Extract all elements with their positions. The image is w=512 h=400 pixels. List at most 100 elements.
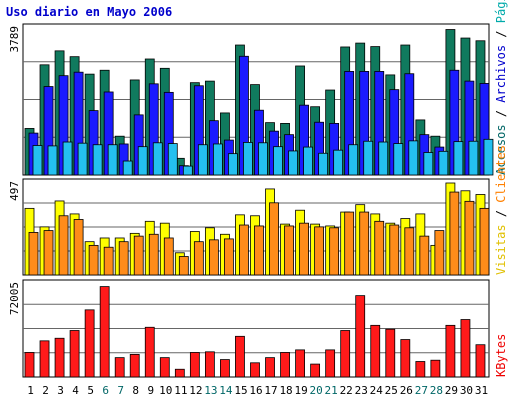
x-axis-day-labels: 1 2 3 4 5 6 7 8 9 10 11 12 13 14 15 16 17 18 19 20 21 22 23 24 2…: [27, 384, 488, 397]
bar-kbytes-day-27: [415, 361, 426, 378]
x-tick-label: 4: [72, 384, 79, 397]
bar-clientes-day-12: [193, 241, 204, 276]
bar-pginas-day-2: [47, 145, 58, 176]
bar-clientes-day-22: [344, 211, 355, 276]
bar-kbytes-day-31: [475, 344, 486, 378]
bar-clientes-day-30: [464, 200, 475, 276]
x-tick-label: 19: [294, 384, 307, 397]
chart-panels: 3789 Accesos / Archivos / Páginas 497 Visit…: [8, 0, 508, 378]
x-tick-label: 14: [219, 384, 233, 397]
x-tick-label: 28: [430, 384, 443, 397]
bar-pginas-day-9: [152, 142, 163, 176]
legend-entry: Visitas: [494, 224, 508, 275]
x-tick-label: 3: [57, 384, 64, 397]
bar-clientes-day-18: [284, 225, 294, 276]
bar-kbytes-day-10: [159, 357, 170, 378]
bar-pginas-day-19: [303, 146, 313, 176]
bar-clientes-day-21: [329, 227, 340, 276]
x-tick-label: 27: [415, 384, 428, 397]
x-tick-label: 6: [102, 384, 109, 397]
bar-clientes-day-29: [449, 191, 460, 276]
bar-kbytes-day-13: [204, 351, 215, 378]
y-max-label: 72005: [8, 282, 21, 315]
bar-clientes-day-16: [254, 225, 264, 276]
bar-clientes-day-7: [118, 241, 129, 276]
bar-kbytes-day-15: [235, 335, 245, 378]
legend-entry: Páginas: [494, 0, 508, 23]
x-tick-label: 31: [475, 384, 488, 397]
bar-clientes-day-10: [163, 237, 174, 276]
bar-clientes-day-13: [208, 239, 219, 276]
chart-title: Uso diario en Mayo 2006: [6, 5, 172, 19]
bar-pginas-day-11: [182, 165, 193, 176]
bar-clientes-day-5: [88, 244, 99, 276]
bar-kbytes-day-3: [54, 337, 65, 378]
bar-kbytes-day-2: [39, 340, 50, 378]
bar-pginas-day-8: [137, 146, 148, 176]
bar-kbytes-day-12: [189, 352, 200, 378]
bar-pginas-day-24: [378, 141, 389, 176]
panel-legend: Visitas / Clientes: [494, 145, 508, 275]
bar-kbytes-day-29: [445, 324, 456, 378]
bar-clientes-day-20: [314, 226, 325, 276]
bar-kbytes-day-23: [355, 295, 366, 378]
bar-pginas-day-18: [288, 150, 298, 176]
y-max-label: 3789: [8, 26, 21, 53]
bar-clientes-day-28: [434, 230, 445, 276]
bar-clientes-day-15: [239, 224, 249, 276]
x-tick-label: 12: [189, 384, 202, 397]
bar-pginas-day-25: [393, 143, 404, 176]
bar-pginas-day-1: [32, 145, 43, 176]
y-max-label: 497: [8, 181, 21, 201]
bar-kbytes-day-28: [430, 359, 441, 378]
bar-kbytes-day-24: [370, 324, 381, 378]
bar-kbytes-day-14: [220, 359, 230, 378]
bar-pginas-day-26: [408, 140, 419, 176]
x-tick-label: 2: [42, 384, 49, 397]
bar-clientes-day-31: [479, 207, 490, 276]
bar-clientes-day-25: [389, 224, 400, 276]
bar-pginas-day-29: [453, 141, 464, 176]
x-tick-label: 18: [279, 384, 292, 397]
bar-kbytes-day-20: [310, 363, 321, 378]
legend-entry: Archivos: [494, 45, 508, 103]
bar-kbytes-day-11: [174, 368, 185, 378]
x-tick-label: 1: [27, 384, 34, 397]
bar-pginas-day-15: [243, 142, 253, 176]
bar-kbytes-day-21: [325, 349, 336, 378]
x-tick-label: 8: [132, 384, 139, 397]
bar-kbytes-day-5: [84, 309, 95, 378]
bar-clientes-day-11: [178, 256, 189, 276]
bar-clientes-day-27: [419, 235, 430, 276]
bar-pginas-day-16: [258, 142, 268, 176]
legend-entry: Clientes: [494, 145, 508, 203]
bar-pginas-day-21: [333, 149, 344, 176]
x-tick-label: 13: [204, 384, 217, 397]
panel-legend: KBytes: [494, 334, 508, 377]
bar-pginas-day-14: [228, 153, 238, 176]
bar-pginas-day-12: [197, 144, 208, 176]
x-tick-label: 20: [310, 384, 323, 397]
panel-1: 3789 Accesos / Archivos / Páginas: [8, 0, 508, 176]
bar-pginas-day-13: [212, 143, 223, 176]
bar-kbytes-day-16: [250, 362, 260, 378]
bar-pginas-day-6: [107, 144, 118, 176]
x-tick-label: 22: [340, 384, 353, 397]
bar-kbytes-day-4: [69, 330, 80, 378]
bar-kbytes-day-25: [385, 328, 396, 378]
bar-kbytes-day-1: [24, 352, 35, 378]
x-tick-label: 30: [460, 384, 473, 397]
x-tick-label: 11: [174, 384, 187, 397]
bar-kbytes-day-30: [460, 319, 471, 378]
x-tick-label: 16: [249, 384, 262, 397]
bar-kbytes-day-7: [114, 357, 125, 378]
bar-kbytes-day-17: [265, 357, 275, 378]
bar-kbytes-day-9: [144, 326, 155, 378]
bar-pginas-day-20: [318, 152, 329, 176]
bar-pginas-day-7: [122, 160, 133, 176]
bar-clientes-day-8: [133, 235, 144, 276]
bar-pginas-day-22: [348, 144, 359, 176]
bar-pginas-day-10: [167, 143, 178, 176]
panel-2: 497 Visitas / Clientes: [8, 145, 508, 276]
